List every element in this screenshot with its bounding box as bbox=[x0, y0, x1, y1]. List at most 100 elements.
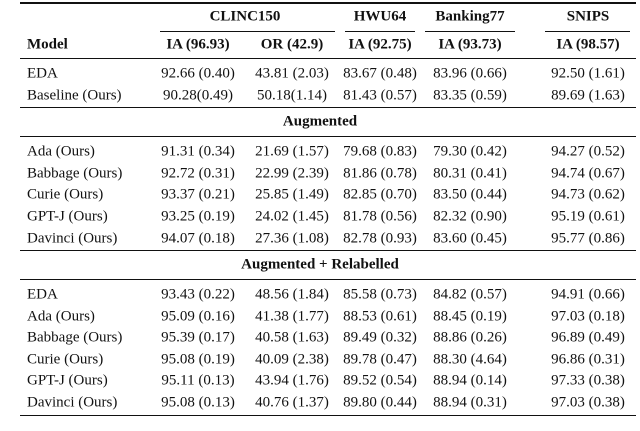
cell: 88.53 (0.61) bbox=[343, 308, 417, 325]
row-label: Babbage (Ours) bbox=[27, 329, 123, 346]
group-header: SNIPS bbox=[566, 8, 610, 25]
cell: 89.69 (1.63) bbox=[551, 87, 625, 104]
cell: 95.19 (0.61) bbox=[551, 208, 625, 225]
rule bbox=[20, 250, 636, 251]
cell: 89.52 (0.54) bbox=[343, 372, 417, 389]
cell: 95.11 (0.13) bbox=[161, 372, 235, 389]
cell: 94.74 (0.67) bbox=[551, 165, 625, 182]
cell: 92.50 (1.61) bbox=[551, 65, 625, 82]
cell: 83.50 (0.44) bbox=[433, 186, 507, 203]
cell: 79.68 (0.83) bbox=[343, 143, 417, 160]
cell: 40.09 (2.38) bbox=[255, 351, 329, 368]
cell: 43.81 (2.03) bbox=[255, 65, 329, 82]
cell: 95.39 (0.17) bbox=[161, 329, 235, 346]
rule bbox=[20, 279, 636, 280]
rule bbox=[20, 136, 636, 138]
column-header: Model bbox=[27, 36, 68, 53]
row-label: Curie (Ours) bbox=[27, 186, 104, 203]
column-header: IA (92.75) bbox=[348, 36, 412, 53]
section-title: Augmented bbox=[282, 113, 358, 130]
cell: 89.80 (0.44) bbox=[343, 394, 417, 411]
cell: 83.96 (0.66) bbox=[433, 65, 507, 82]
cell: 81.86 (0.78) bbox=[343, 165, 417, 182]
cell: 88.94 (0.14) bbox=[433, 372, 507, 389]
cell: 82.32 (0.90) bbox=[433, 208, 507, 225]
cell: 90.28(0.49) bbox=[163, 87, 233, 104]
cell: 93.43 (0.22) bbox=[161, 286, 235, 303]
cell: 97.33 (0.38) bbox=[551, 372, 625, 389]
cell: 93.37 (0.21) bbox=[161, 186, 235, 203]
column-header: IA (93.73) bbox=[438, 36, 502, 53]
cell: 97.03 (0.18) bbox=[551, 308, 625, 325]
cell: 94.91 (0.66) bbox=[551, 286, 625, 303]
rule bbox=[20, 107, 636, 109]
cell: 81.43 (0.57) bbox=[343, 87, 417, 104]
cell: 95.77 (0.86) bbox=[551, 230, 625, 246]
cell: 82.85 (0.70) bbox=[343, 186, 417, 203]
cell: 21.69 (1.57) bbox=[255, 143, 329, 160]
row-label: Babbage (Ours) bbox=[27, 165, 123, 182]
cell: 81.78 (0.56) bbox=[343, 208, 417, 225]
cell: 24.02 (1.45) bbox=[255, 208, 329, 225]
cell: 89.49 (0.32) bbox=[343, 329, 417, 346]
cell: 96.86 (0.31) bbox=[551, 351, 625, 368]
row-label: Curie (Ours) bbox=[27, 351, 104, 368]
cell: 25.85 (1.49) bbox=[255, 186, 329, 203]
cell: 83.35 (0.59) bbox=[433, 87, 507, 104]
row-label: Davinci (Ours) bbox=[27, 394, 118, 411]
rule bbox=[345, 31, 415, 32]
cell: 94.07 (0.18) bbox=[161, 230, 235, 246]
cell: 88.45 (0.19) bbox=[433, 308, 507, 325]
cell: 91.31 (0.34) bbox=[161, 143, 235, 160]
group-header: CLINC150 bbox=[209, 8, 281, 25]
cell: 82.78 (0.93) bbox=[343, 230, 417, 246]
rule bbox=[160, 31, 335, 32]
cell: 94.73 (0.62) bbox=[551, 186, 625, 203]
column-header: IA (98.57) bbox=[556, 36, 620, 53]
row-label: GPT-J (Ours) bbox=[27, 372, 108, 389]
section-title: Augmented + Relabelled bbox=[241, 256, 399, 273]
cell: 84.82 (0.57) bbox=[433, 286, 507, 303]
cell: 97.03 (0.38) bbox=[551, 394, 625, 411]
row-label: Ada (Ours) bbox=[27, 143, 95, 160]
cell: 92.72 (0.31) bbox=[161, 165, 235, 182]
rule bbox=[545, 31, 630, 32]
cell: 79.30 (0.42) bbox=[433, 143, 507, 160]
cell: 88.86 (0.26) bbox=[433, 329, 507, 346]
group-header: HWU64 bbox=[353, 8, 407, 25]
row-label: Baseline (Ours) bbox=[27, 87, 122, 104]
cell: 27.36 (1.08) bbox=[255, 230, 329, 246]
cell: 88.30 (4.64) bbox=[433, 351, 507, 368]
cell: 95.09 (0.16) bbox=[161, 308, 235, 325]
cell: 95.08 (0.19) bbox=[161, 351, 235, 368]
cell: 83.60 (0.45) bbox=[433, 230, 507, 246]
cell: 40.76 (1.37) bbox=[255, 394, 329, 411]
cell: 48.56 (1.84) bbox=[255, 286, 329, 303]
cell: 92.66 (0.40) bbox=[161, 65, 235, 82]
cell: 94.27 (0.52) bbox=[551, 143, 625, 160]
cell: 93.25 (0.19) bbox=[161, 208, 235, 225]
group-header: Banking77 bbox=[435, 8, 505, 25]
cell: 40.58 (1.63) bbox=[255, 329, 329, 346]
row-label: GPT-J (Ours) bbox=[27, 208, 108, 225]
rule bbox=[20, 58, 636, 59]
row-label: EDA bbox=[27, 286, 58, 303]
rule bbox=[20, 414, 636, 416]
cell: 85.58 (0.73) bbox=[343, 286, 417, 303]
row-label: Ada (Ours) bbox=[27, 308, 95, 325]
rule bbox=[20, 2, 636, 4]
cell: 50.18(1.14) bbox=[257, 87, 327, 104]
cell: 88.94 (0.31) bbox=[433, 394, 507, 411]
cell: 80.31 (0.41) bbox=[433, 165, 507, 182]
cell: 96.89 (0.49) bbox=[551, 329, 625, 346]
cell: 22.99 (2.39) bbox=[255, 165, 329, 182]
cell: 41.38 (1.77) bbox=[255, 308, 329, 325]
column-header: OR (42.9) bbox=[260, 36, 324, 53]
column-header: IA (96.93) bbox=[166, 36, 230, 53]
cell: 95.08 (0.13) bbox=[161, 394, 235, 411]
cell: 89.78 (0.47) bbox=[343, 351, 417, 368]
row-label: EDA bbox=[27, 65, 58, 82]
row-label: Davinci (Ours) bbox=[27, 230, 118, 246]
rule bbox=[425, 31, 515, 32]
